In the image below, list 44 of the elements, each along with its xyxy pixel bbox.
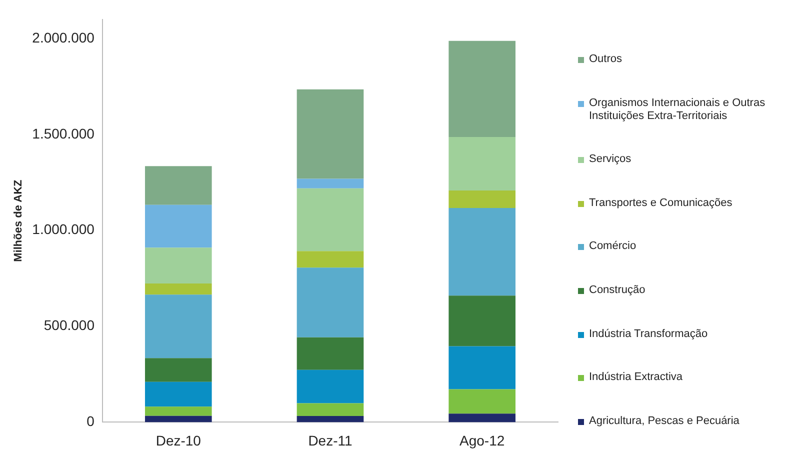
bar — [448, 190, 516, 208]
bar — [296, 251, 364, 268]
bar — [144, 166, 212, 205]
bar — [448, 346, 516, 390]
bar — [296, 188, 364, 252]
legend-label: Indústria Extractiva — [589, 371, 683, 384]
bar — [296, 178, 364, 188]
legend-label: Organismos Internacionais e Outras Instituições Extra-Territoriais — [589, 96, 766, 123]
bar — [144, 204, 212, 248]
x-tick-label: Ago-12 — [460, 432, 505, 448]
legend-label: Transportes e Comunicações — [589, 196, 732, 210]
bar — [144, 294, 212, 358]
bar — [448, 389, 516, 414]
bar — [144, 284, 212, 295]
y-tick-label: 1.000.000 — [32, 221, 95, 238]
bar — [296, 370, 364, 404]
y-tick-label: 0 — [86, 413, 95, 430]
bar — [144, 382, 212, 407]
y-axis-title: Milhões de AKZ — [12, 179, 25, 262]
legend-label: Indústria Transformação — [589, 328, 708, 341]
legend-label: Outros — [589, 53, 622, 66]
x-tick-label: Dez-10 — [156, 432, 202, 448]
legend-label: Serviços — [589, 153, 632, 166]
bar — [144, 406, 212, 416]
legend-label: Agricultura, Pescas e Pecuária — [589, 414, 740, 428]
legend-label: Construção — [589, 284, 646, 297]
legend-label: Comércio — [589, 240, 636, 254]
bar — [448, 40, 516, 137]
bar — [144, 416, 212, 422]
bar — [448, 208, 516, 296]
y-tick-label: 1.500.000 — [32, 125, 95, 142]
bar — [296, 416, 364, 422]
bar — [448, 136, 516, 190]
bar — [144, 358, 212, 382]
bar — [448, 414, 516, 422]
y-tick-label: 2.000.000 — [32, 29, 95, 46]
bar — [296, 89, 364, 179]
bar — [296, 403, 364, 416]
x-tick-label: Dez-11 — [308, 432, 352, 448]
bar — [296, 337, 364, 370]
bar — [144, 248, 212, 284]
bar — [296, 268, 364, 338]
y-tick-label: 500.000 — [44, 317, 95, 334]
bar — [448, 296, 516, 346]
